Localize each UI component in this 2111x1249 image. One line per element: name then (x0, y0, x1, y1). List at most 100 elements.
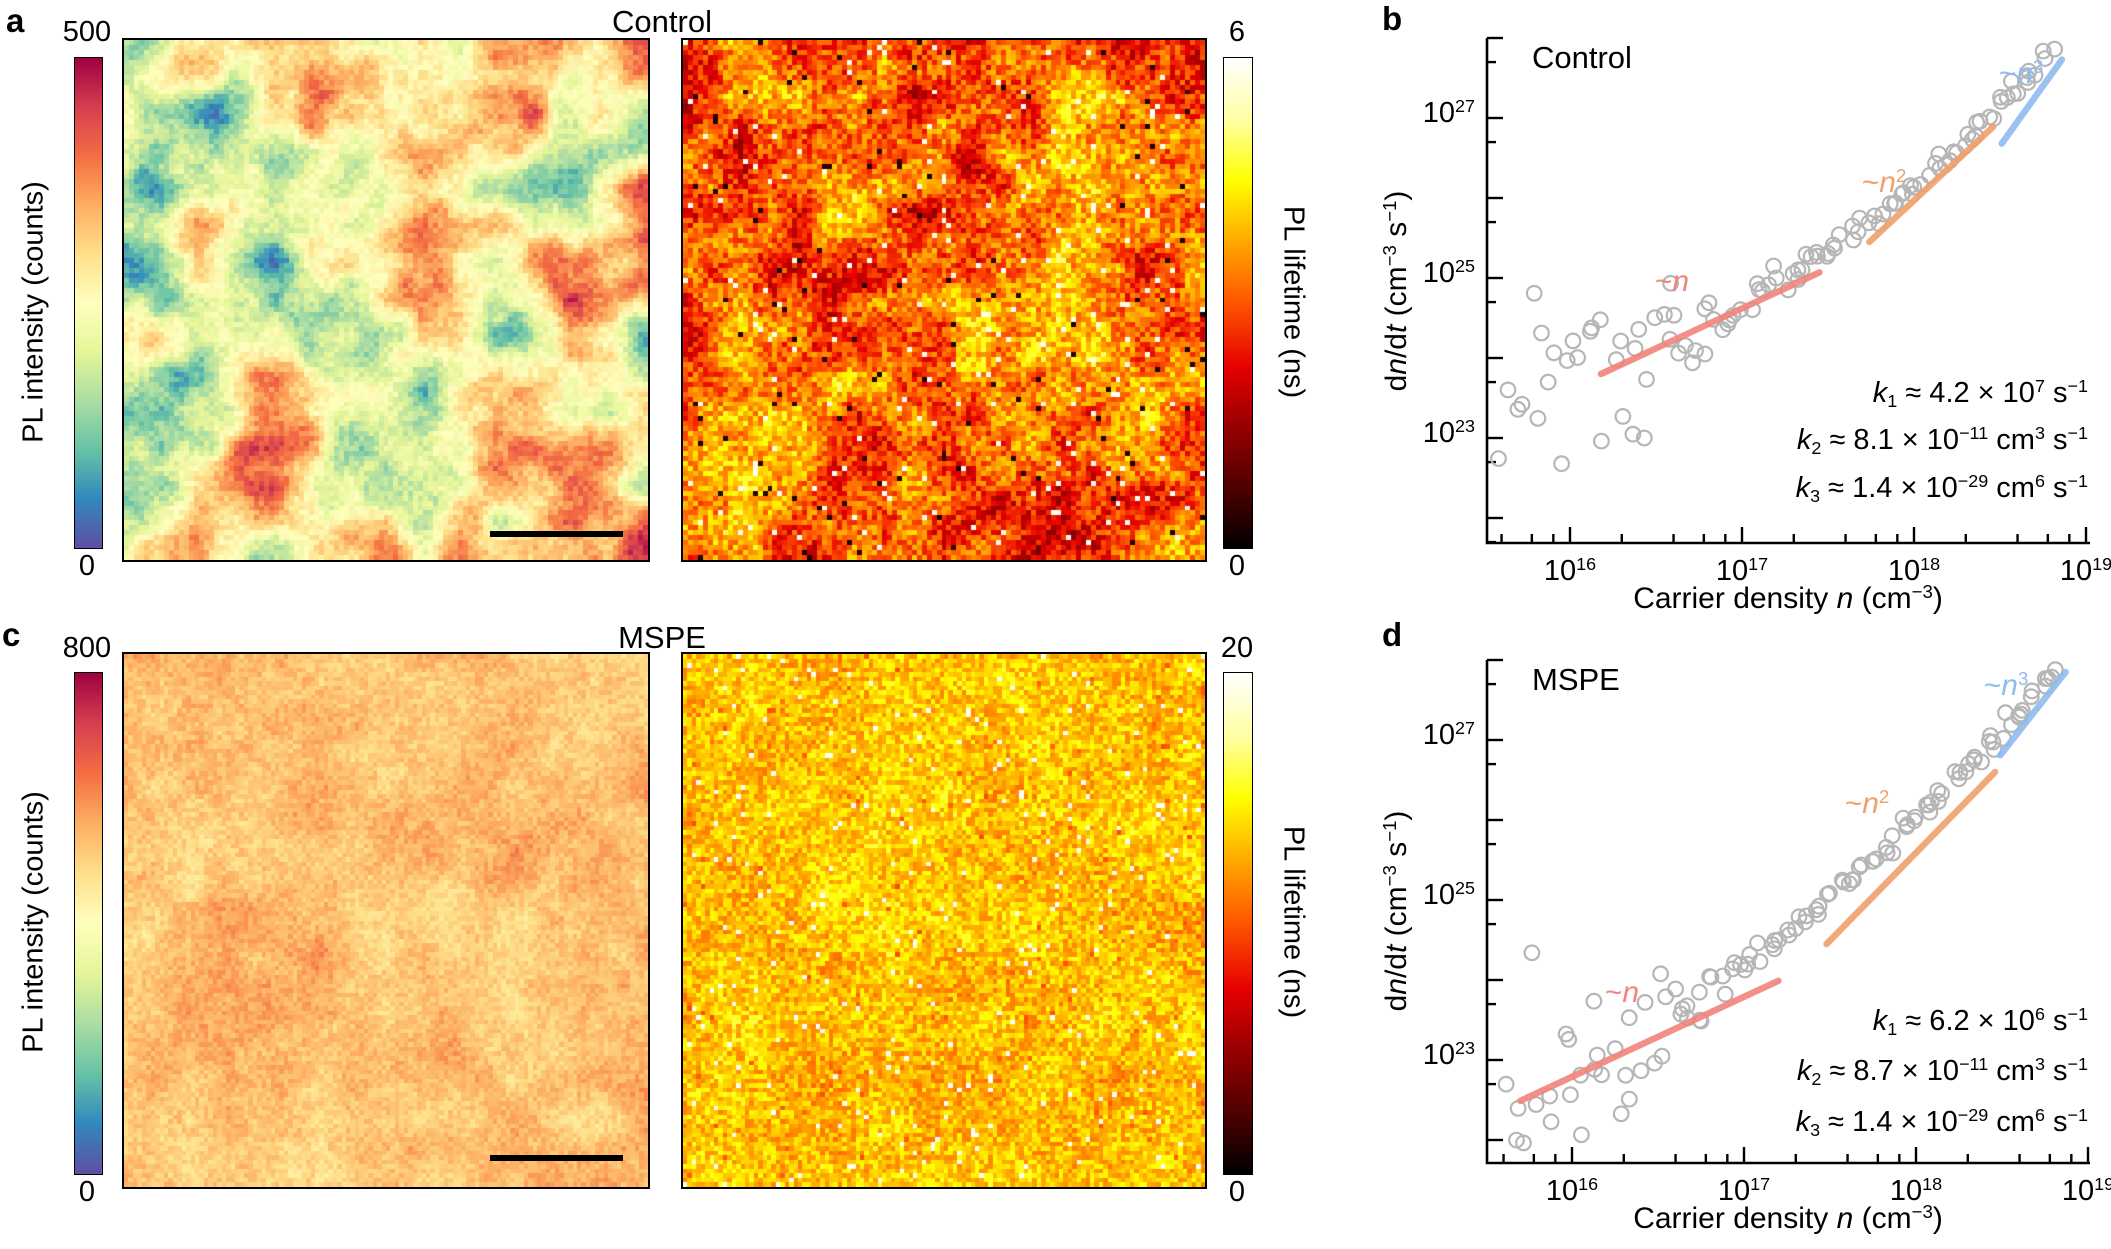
scatter-point (1765, 257, 1782, 275)
scatter-point (1701, 968, 1718, 985)
panel-b-inplot-title: Control (1532, 40, 1632, 75)
scatter-point (1843, 871, 1861, 889)
scatter-point (1796, 913, 1814, 931)
scatter-point (1767, 269, 1785, 287)
intensity-colorbar-max-a: 500 (62, 16, 112, 48)
scatter-point (1652, 965, 1669, 983)
scatter-point (1617, 1066, 1634, 1084)
scatter-point (1667, 980, 1684, 998)
fit-line-cubic (1998, 56, 2066, 147)
panel-d-inplot-title: MSPE (1532, 662, 1620, 697)
fit-line-quadratic (1866, 123, 1997, 246)
scatter-point (1646, 309, 1664, 327)
scatter-point (1905, 812, 1923, 830)
scatter-point (2034, 42, 2052, 60)
scatter-point (2036, 50, 2054, 67)
annotation-k2: k2 ≈ 8.7 × 10−11 cm3 s−1 (1796, 1054, 2088, 1090)
scatter-point (1558, 352, 1576, 370)
x-tick-label: 1019 (2061, 1174, 2111, 1207)
annotation-regime_n3: ~n3 (1998, 55, 2044, 90)
scatter-point (1687, 342, 1704, 360)
x-tick-label: 1018 (1887, 554, 1941, 587)
scale-bar-c (490, 1155, 623, 1161)
scatter-point (1770, 931, 1788, 949)
scatter-point (1951, 764, 1969, 781)
annotation-regime_n2: ~n2 (1861, 164, 1907, 199)
scatter-point (1636, 994, 1654, 1011)
scatter-point (1808, 243, 1825, 261)
intensity-colorbar-a (74, 57, 103, 549)
scatter-point (1539, 373, 1557, 391)
scatter-point (1973, 753, 1990, 771)
scatter-point (1998, 89, 2016, 106)
lifetime-colorbar-min-a: 0 (1228, 550, 1246, 582)
scatter-point (2013, 702, 2031, 719)
scatter-point (1612, 1105, 1630, 1123)
scatter-point (2026, 66, 2044, 84)
y-tick-label: 1025 (1422, 256, 1475, 289)
scatter-point (1700, 294, 1718, 312)
scatter-point (1665, 306, 1683, 324)
scatter-point (1499, 381, 1517, 399)
lifetime-colorbar-max-a: 6 (1228, 16, 1246, 48)
scatter-point (1810, 897, 1828, 915)
scatter-point (1657, 988, 1674, 1006)
scatter-point (1684, 354, 1701, 372)
scatter-point (1593, 1066, 1610, 1084)
scatter-point (1696, 345, 1714, 363)
scatter-point (1497, 1075, 1515, 1093)
scatter-point (1515, 1134, 1532, 1152)
scatter-point (1545, 344, 1563, 362)
x-tick-label: 1016 (1543, 554, 1597, 587)
y-axis-label: dn/dt (cm−3 s−1) (1378, 810, 1413, 1012)
scatter-point (1930, 145, 1948, 163)
fit-line-cubic (1997, 668, 2069, 759)
annotation-regime_n2: ~n2 (1844, 785, 1890, 820)
y-tick-label: 1027 (1422, 718, 1475, 751)
axes-spines (1485, 660, 2090, 1165)
intensity-colorbar-c (74, 672, 103, 1175)
axis-ticks (1487, 658, 2090, 1163)
panel-d-plot (1485, 658, 2090, 1165)
scatter-point (2046, 661, 2064, 678)
y-tick-label: 1023 (1422, 416, 1475, 449)
annotation-regime_n: ~n (1654, 265, 1690, 298)
y-tick-label: 1023 (1422, 1038, 1475, 1071)
scatter-point (1765, 940, 1783, 958)
scatter-point (1569, 349, 1586, 367)
x-tick-label: 1019 (2059, 554, 2111, 587)
scatter-point (1921, 803, 1939, 821)
scatter-point (2022, 688, 2040, 706)
annotation-k1: k1 ≈ 6.2 × 106 s−1 (1872, 1004, 2088, 1040)
scatter-point (1739, 955, 1757, 973)
scatter-point (1852, 856, 1870, 874)
pl-lifetime-map-control (681, 38, 1207, 562)
scatter-point (1883, 827, 1901, 845)
scatter-point (1920, 796, 1937, 814)
fit-line-linear (1597, 269, 1823, 378)
scatter-point (1523, 944, 1541, 962)
scatter-point (1984, 733, 2002, 751)
scatter-point (1929, 782, 1947, 799)
scatter-point (1624, 425, 1642, 443)
scatter-point (1751, 953, 1769, 970)
lifetime-colorbar-max-c: 20 (1220, 632, 1254, 664)
scatter-point (1749, 934, 1766, 952)
scale-bar-a (490, 531, 623, 537)
scatter-point (1585, 992, 1603, 1010)
scatter-point (1564, 332, 1582, 350)
lifetime-colorbar-c (1223, 672, 1253, 1175)
panel-d-letter: d (1382, 616, 1403, 653)
intensity-colorbar-max-c: 800 (62, 632, 112, 664)
lifetime-colorbar-a (1223, 57, 1253, 549)
pl-lifetime-map-mspe (681, 652, 1207, 1189)
panel-a-letter: a (6, 2, 25, 39)
annotation-regime_n3: ~n3 (1983, 667, 2029, 702)
axis-ticks (1487, 36, 2088, 544)
scatter-point (2009, 84, 2027, 102)
scatter-point (1863, 852, 1881, 870)
scatter-point (1620, 1009, 1638, 1027)
scatter-point (1716, 985, 1734, 1003)
scatter-point (1965, 751, 1983, 769)
